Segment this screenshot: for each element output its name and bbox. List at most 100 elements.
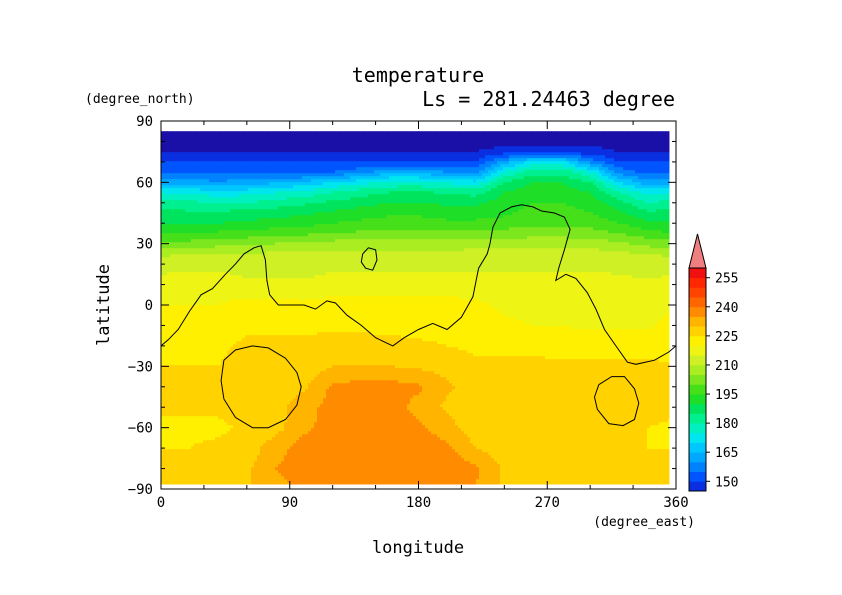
field-cell [605, 143, 609, 147]
field-cell [371, 134, 375, 138]
field-cell [383, 152, 387, 156]
field-cell [656, 146, 660, 150]
field-cell [614, 152, 618, 156]
field-cell [533, 137, 537, 141]
field-cell [179, 137, 183, 141]
field-cell [479, 152, 483, 156]
field-cell [557, 152, 561, 156]
field-cell [416, 137, 420, 141]
field-cell [662, 134, 666, 138]
field-cell [443, 134, 447, 138]
field-cell [518, 149, 522, 153]
field-cell [290, 140, 294, 144]
field-cell [350, 140, 354, 144]
field-cell [356, 140, 360, 144]
field-cell [197, 137, 201, 141]
field-cell [221, 149, 225, 153]
field-cell [332, 152, 336, 156]
field-cell [638, 137, 642, 141]
field-cell [323, 152, 327, 156]
field-cell [515, 131, 519, 135]
field-cell [512, 149, 516, 153]
field-cell [440, 152, 444, 156]
field-cell [377, 140, 381, 144]
field-cell [608, 137, 612, 141]
field-cell [374, 149, 378, 153]
field-cell [416, 152, 420, 156]
field-cell [308, 140, 312, 144]
field-cell [338, 140, 342, 144]
field-cell [449, 152, 453, 156]
field-cell [551, 140, 555, 144]
field-cell [350, 146, 354, 150]
field-cell [530, 131, 534, 135]
field-cell [425, 140, 429, 144]
field-cell [617, 134, 621, 138]
field-cell [161, 143, 165, 147]
field-cell [623, 149, 627, 153]
field-cell [584, 149, 588, 153]
field-cell [356, 137, 360, 141]
field-cell [233, 140, 237, 144]
field-cell [527, 143, 531, 147]
field-cell [176, 149, 180, 153]
field-cell [170, 149, 174, 153]
field-cell [572, 146, 576, 150]
field-cell [398, 131, 402, 135]
field-cell [608, 152, 612, 156]
field-cell [392, 140, 396, 144]
field-cell [650, 131, 654, 135]
field-cell [611, 140, 615, 144]
field-cell [173, 140, 177, 144]
field-cell [446, 146, 450, 150]
field-cell [251, 146, 255, 150]
field-cell [527, 131, 531, 135]
field-cell [185, 134, 189, 138]
field-cell [362, 152, 366, 156]
field-cell [638, 143, 642, 147]
field-cell [167, 146, 171, 150]
field-cell [239, 137, 243, 141]
chart-subtitle: Ls = 281.24463 degree [422, 87, 675, 111]
field-cell [542, 143, 546, 147]
field-cell [263, 143, 267, 147]
field-cell [269, 140, 273, 144]
field-cell [344, 143, 348, 147]
field-cell [590, 137, 594, 141]
field-cell [653, 134, 657, 138]
field-cell [167, 152, 171, 156]
field-cell [503, 131, 507, 135]
field-cell [251, 143, 255, 147]
field-cell [485, 152, 489, 156]
field-cell [545, 143, 549, 147]
field-cell [335, 146, 339, 150]
field-cell [554, 152, 558, 156]
field-cell [215, 152, 219, 156]
field-cell [212, 140, 216, 144]
field-cell [182, 137, 186, 141]
field-cell [278, 134, 282, 138]
field-cell [452, 134, 456, 138]
field-cell [404, 140, 408, 144]
field-cell [458, 140, 462, 144]
field-cell [269, 149, 273, 153]
field-cell [467, 149, 471, 153]
field-cell [602, 131, 606, 135]
field-cell [410, 131, 414, 135]
field-cell [314, 143, 318, 147]
field-cell [539, 134, 543, 138]
field-cell [194, 149, 198, 153]
field-cell [590, 149, 594, 153]
field-cell [611, 152, 615, 156]
field-cell [347, 152, 351, 156]
field-cell [173, 131, 177, 135]
field-cell [317, 143, 321, 147]
field-cell [359, 140, 363, 144]
field-cell [176, 134, 180, 138]
field-cell [554, 131, 558, 135]
field-cell [467, 146, 471, 150]
field-cell [272, 140, 276, 144]
field-cell [392, 149, 396, 153]
field-cell [443, 137, 447, 141]
